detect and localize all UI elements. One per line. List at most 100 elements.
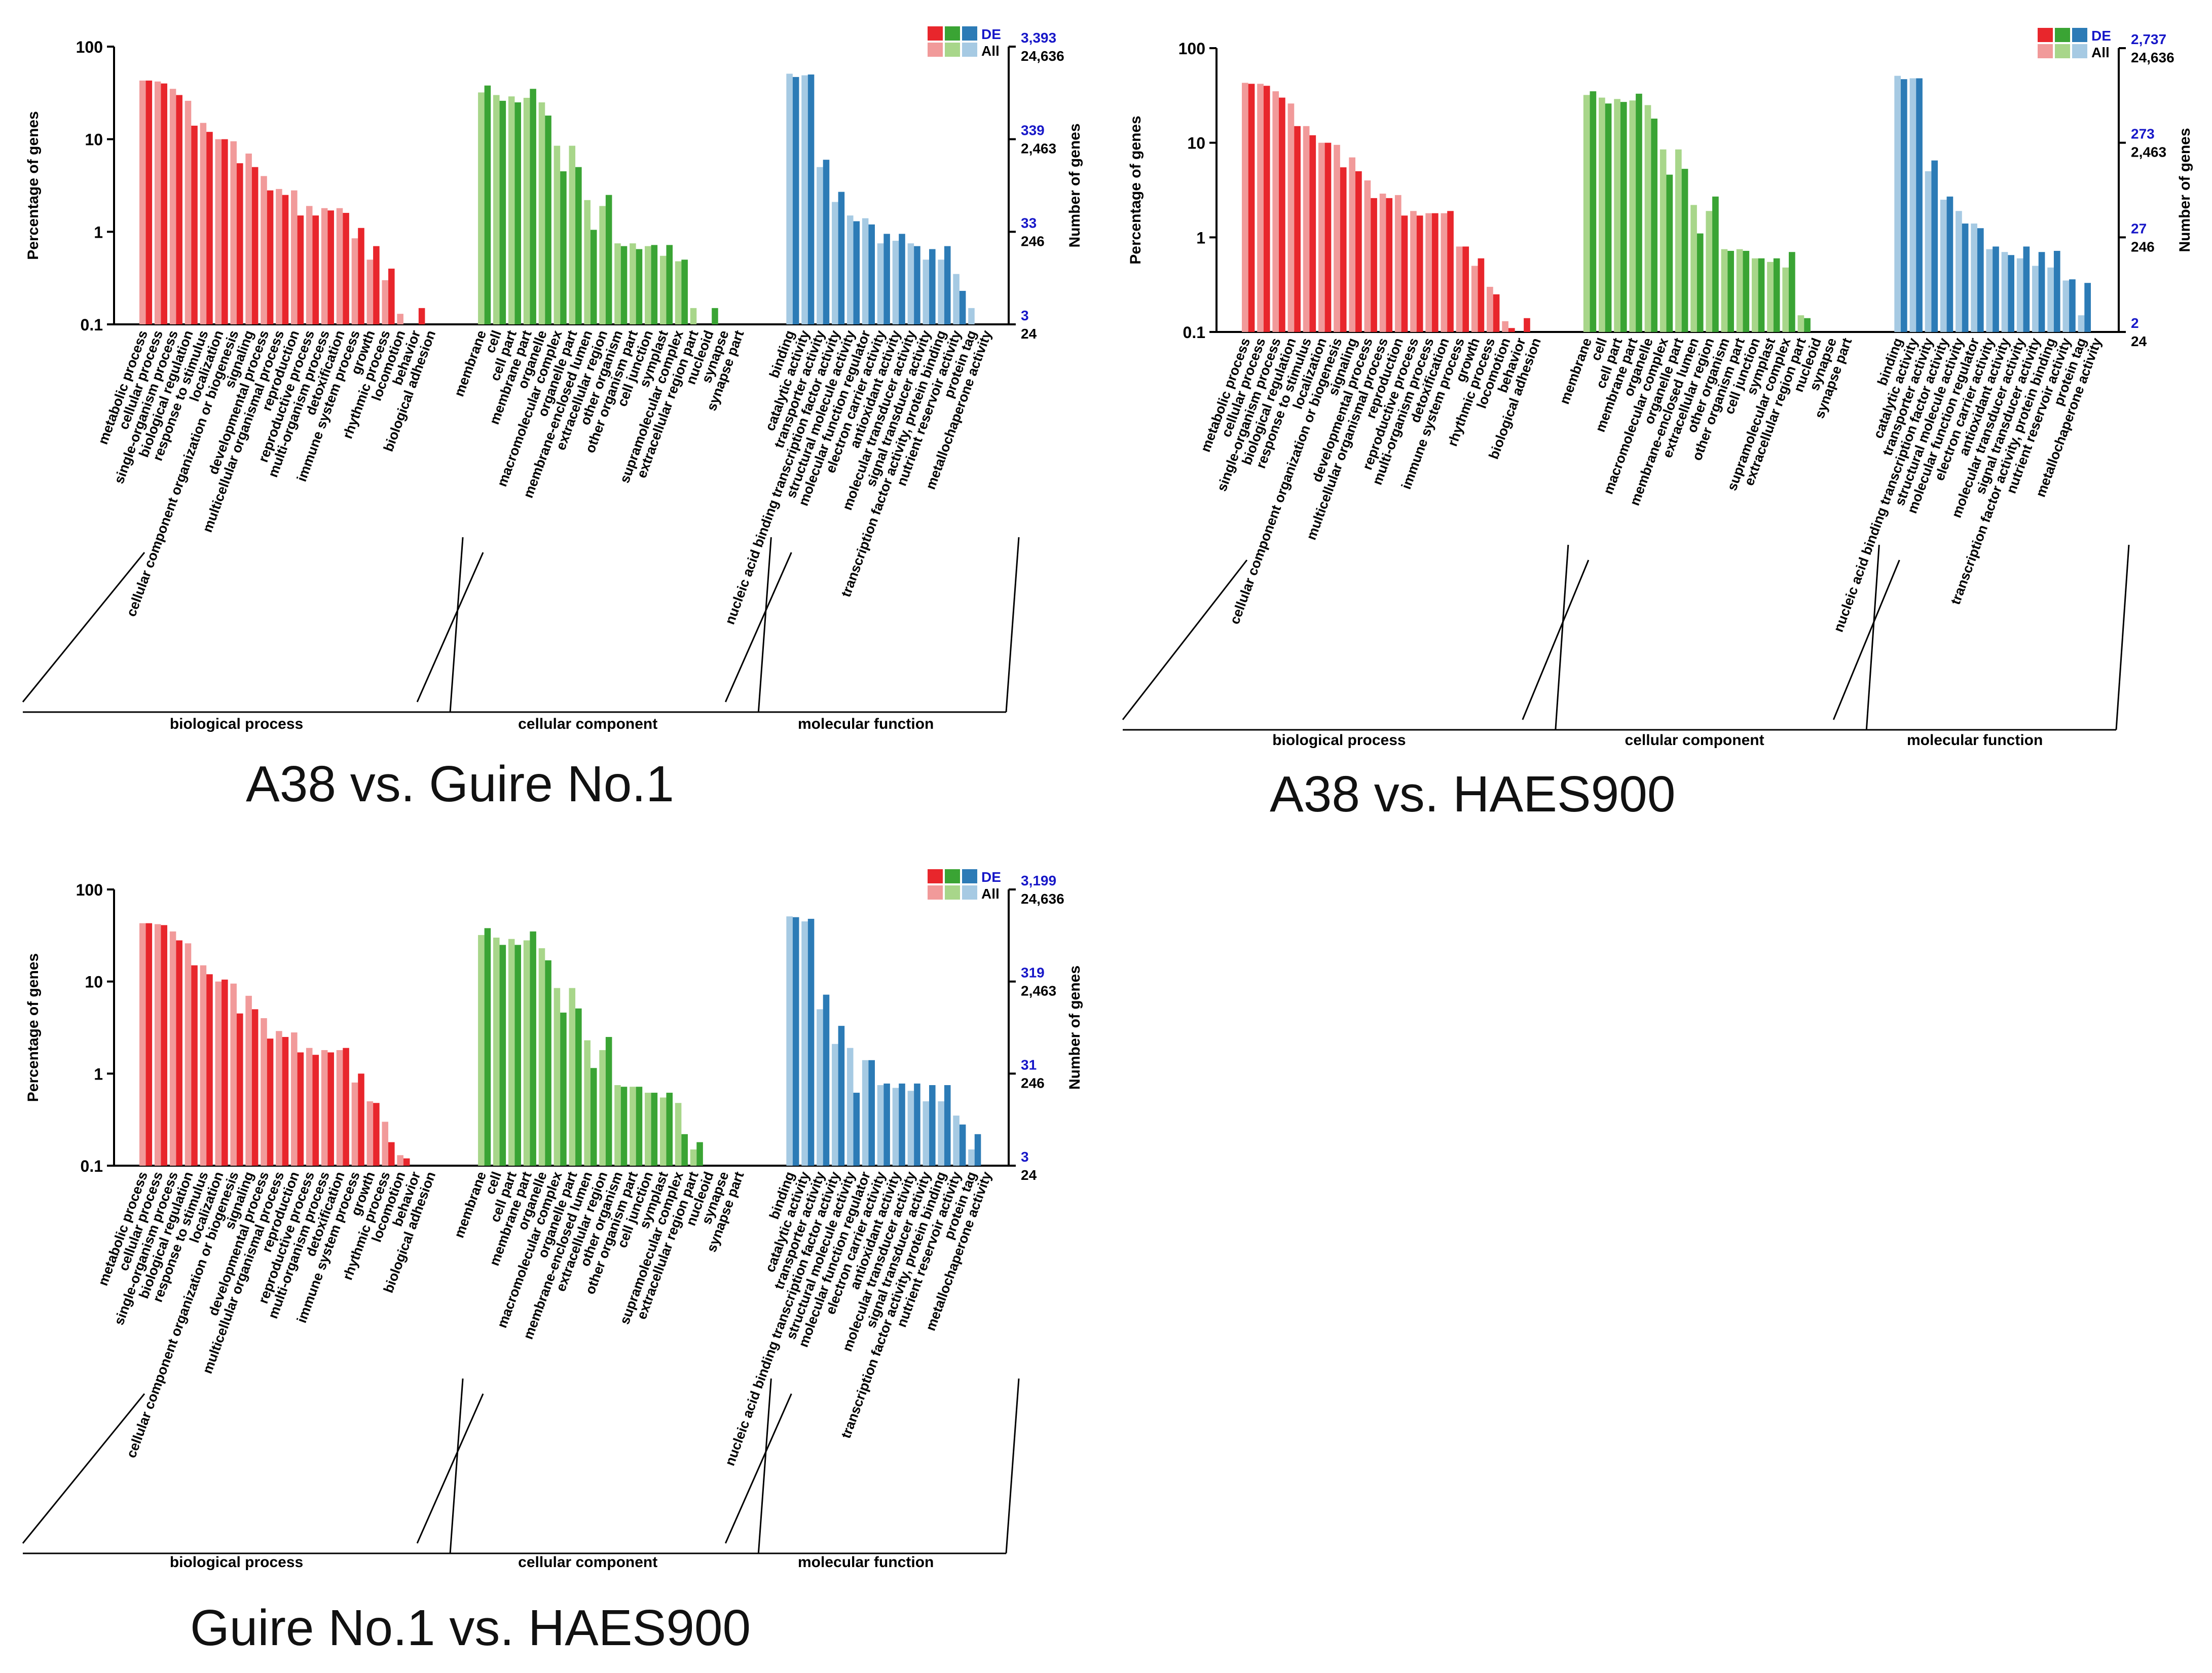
bar-all bbox=[968, 1149, 975, 1166]
y-tick-label: 10 bbox=[85, 973, 103, 991]
bar-de bbox=[807, 918, 815, 1166]
bar-all bbox=[968, 308, 975, 324]
bar-de bbox=[1636, 93, 1642, 332]
legend-swatch-all bbox=[928, 43, 943, 57]
bar-de bbox=[1263, 86, 1270, 332]
bar-de bbox=[575, 1008, 582, 1166]
bar-all bbox=[1797, 315, 1804, 332]
bar-de bbox=[530, 931, 536, 1166]
bar-all bbox=[1690, 205, 1697, 332]
bar-de bbox=[267, 190, 274, 324]
bar-de bbox=[914, 1083, 920, 1166]
bar-all bbox=[306, 206, 313, 324]
bracket-right-arm bbox=[449, 1378, 464, 1554]
bar-all bbox=[1349, 157, 1356, 332]
bar-all bbox=[169, 89, 176, 324]
group-label: cellular component bbox=[518, 1554, 657, 1571]
bar-all bbox=[1502, 321, 1508, 332]
bar-all bbox=[569, 988, 576, 1166]
y-tick-label: 0.1 bbox=[1183, 323, 1205, 342]
bar-all bbox=[139, 80, 146, 324]
right-tick-de-label: 273 bbox=[2131, 126, 2155, 142]
bar-all bbox=[351, 238, 358, 324]
chart-title: A38 vs. Guire No.1 bbox=[246, 756, 674, 812]
right-tick-de-label: 27 bbox=[2131, 220, 2147, 236]
bar-all bbox=[1334, 144, 1340, 332]
y-tick-label: 1 bbox=[1196, 229, 1205, 247]
bar-all bbox=[1379, 194, 1386, 332]
y-tick-label: 100 bbox=[1178, 40, 1205, 58]
bar-all bbox=[215, 139, 222, 324]
bar-de bbox=[620, 1087, 628, 1166]
x-tick-label: membrane bbox=[451, 1170, 489, 1240]
right-tick-all-label: 246 bbox=[1021, 1075, 1045, 1091]
bar-all bbox=[554, 145, 561, 324]
bar-de bbox=[1931, 160, 1938, 332]
bar-all bbox=[1583, 95, 1590, 332]
bar-all bbox=[1706, 211, 1713, 332]
right-tick-de-label: 2 bbox=[2131, 315, 2139, 331]
bar-de bbox=[636, 249, 643, 324]
bar-all bbox=[1660, 149, 1667, 332]
bar-de bbox=[206, 974, 213, 1166]
bar-all bbox=[817, 167, 823, 324]
group-label: biological process bbox=[1272, 732, 1406, 749]
bar-de bbox=[868, 1060, 875, 1166]
bar-de bbox=[944, 1085, 951, 1166]
bar-de bbox=[853, 221, 860, 324]
legend-swatch-de bbox=[2038, 28, 2053, 42]
bar-de bbox=[343, 1048, 349, 1166]
bar-all bbox=[382, 1122, 389, 1166]
bar-all bbox=[832, 202, 838, 324]
bracket-right-arm bbox=[2115, 544, 2130, 730]
bar-all bbox=[786, 73, 793, 324]
bar-all bbox=[154, 924, 161, 1166]
bar-all bbox=[1487, 286, 1493, 332]
bar-de bbox=[222, 979, 228, 1166]
right-tick-de-label: 33 bbox=[1021, 215, 1037, 231]
bar-de bbox=[1743, 250, 1750, 332]
bar-de bbox=[499, 100, 506, 324]
bar-de bbox=[575, 167, 582, 324]
chart-title: A38 vs. HAES900 bbox=[1270, 766, 1676, 823]
legend-swatch-de bbox=[945, 26, 960, 41]
bar-de bbox=[959, 1124, 966, 1166]
bar-all bbox=[614, 243, 621, 324]
legend-swatch-de bbox=[2055, 28, 2070, 42]
bar-all bbox=[690, 308, 697, 324]
bar-all bbox=[659, 255, 667, 324]
bar-all bbox=[1629, 100, 1636, 332]
bar-de bbox=[1916, 78, 1923, 332]
right-tick-all-label: 24 bbox=[2131, 333, 2147, 349]
bar-de bbox=[838, 1026, 845, 1166]
bar-de bbox=[590, 230, 597, 324]
legend-de-label: DE bbox=[981, 26, 1001, 42]
bar-de bbox=[373, 1103, 380, 1166]
bar-all bbox=[508, 939, 515, 1166]
legend-swatch-all bbox=[928, 885, 943, 900]
x-tick-label: membrane bbox=[1557, 336, 1595, 406]
bar-all bbox=[321, 1050, 328, 1166]
bar-all bbox=[630, 243, 636, 324]
bar-all bbox=[2047, 267, 2054, 332]
bar-all bbox=[862, 1060, 869, 1166]
bar-all bbox=[1410, 211, 1417, 332]
legend-swatch-all bbox=[945, 43, 960, 57]
bar-de bbox=[2053, 250, 2060, 332]
bar-de bbox=[2023, 246, 2030, 332]
bracket-left-arm bbox=[22, 552, 145, 702]
bar-de bbox=[499, 945, 506, 1166]
y-tick-label: 10 bbox=[1187, 134, 1205, 153]
chart-panel-a38-vs-guire: 100 3,393 24,636 10 339 2,463 1 33 246 0.1 3 24 Perc… bbox=[0, 0, 1090, 831]
bracket-right-arm bbox=[1865, 544, 1880, 730]
bar-all bbox=[336, 208, 343, 324]
bar-all bbox=[336, 1050, 343, 1166]
y-tick-label: 1 bbox=[94, 1065, 103, 1083]
bar-all bbox=[245, 153, 252, 324]
bar-de bbox=[1727, 250, 1734, 332]
x-tick-label: membrane bbox=[451, 328, 489, 399]
bar-de bbox=[838, 192, 845, 324]
bar-all bbox=[690, 1149, 697, 1166]
bar-de bbox=[161, 83, 168, 324]
group-label: biological process bbox=[170, 716, 303, 732]
